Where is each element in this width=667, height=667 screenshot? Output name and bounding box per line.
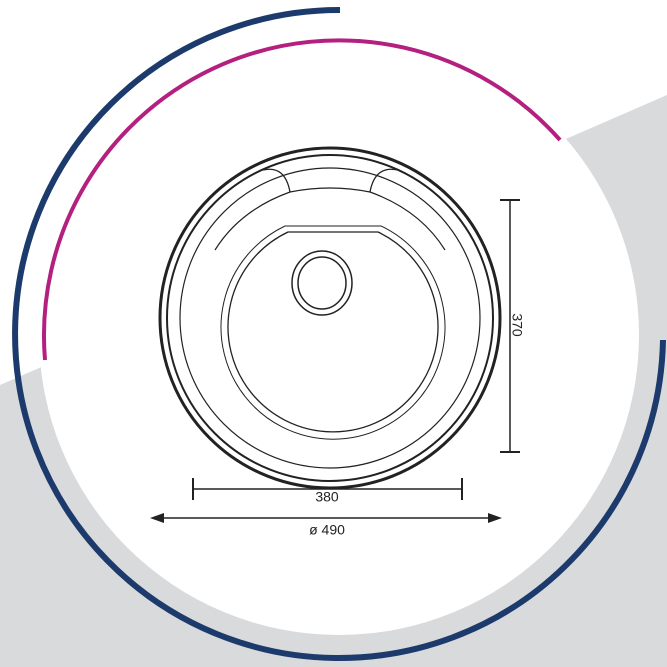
- white-disc: [39, 35, 639, 635]
- navy-arc: [12, 6, 666, 661]
- height-label: 370: [509, 313, 525, 337]
- height-dimension: 370: [500, 199, 525, 453]
- sink-drawing: [158, 146, 502, 490]
- magenta-arc: [41, 38, 562, 361]
- diameter-label: ø 490: [309, 522, 345, 538]
- width-label: 380: [315, 489, 339, 505]
- diameter-dimension: ø 490: [150, 513, 502, 538]
- width-dimension: 380: [192, 478, 463, 505]
